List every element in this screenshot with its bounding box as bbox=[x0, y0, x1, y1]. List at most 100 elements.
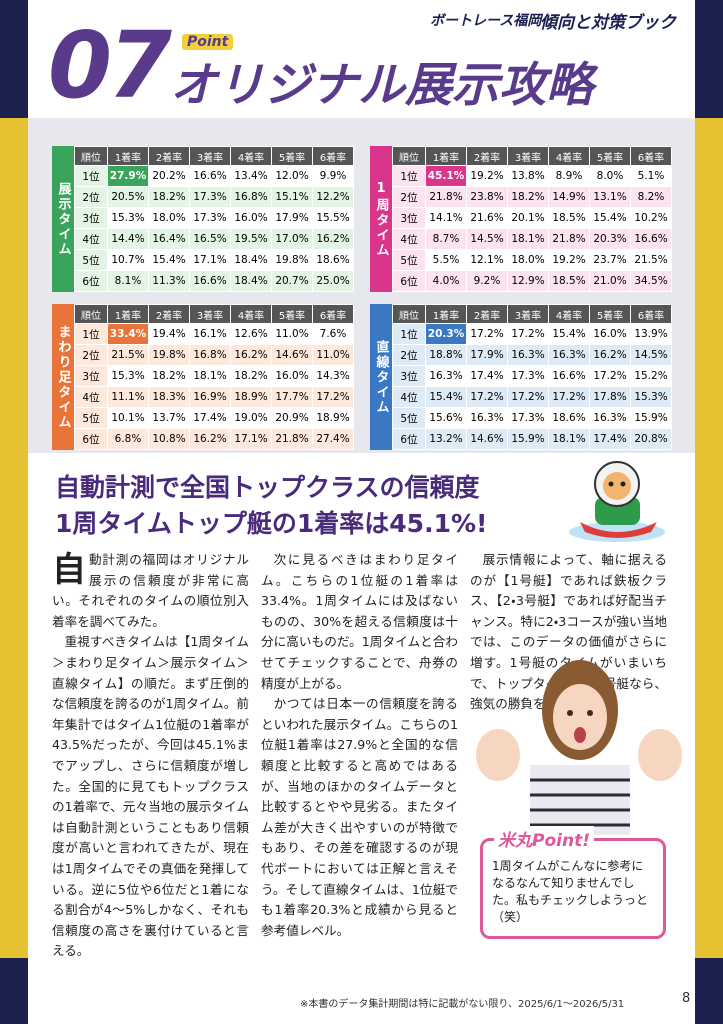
table-cell: 19.8% bbox=[271, 249, 313, 271]
row-header: 2位 bbox=[392, 186, 426, 208]
table-cell: 15.3% bbox=[107, 365, 149, 387]
row-header: 4位 bbox=[392, 386, 426, 408]
row-header: 2位 bbox=[392, 344, 426, 366]
table-cell: 13.4% bbox=[230, 165, 272, 187]
paragraph: かつては日本一の信頼度を誇るといわれた展示タイム。こちらの1位艇1着率は27.9… bbox=[261, 696, 458, 938]
table-cell: 15.2% bbox=[630, 365, 672, 387]
column-header: 順位 bbox=[74, 146, 108, 166]
header-row: 順位 1着率 2着率 3着率 4着率 5着率 6着率 bbox=[392, 146, 672, 166]
table-cell: 15.4% bbox=[548, 323, 590, 345]
table-cell: 5.5% bbox=[425, 249, 467, 271]
table-row: 1位 20.3% 17.2% 17.2% 15.4% 16.0% 13.9% bbox=[392, 323, 672, 345]
table-cell: 12.0% bbox=[271, 165, 313, 187]
table-cell: 16.3% bbox=[589, 407, 631, 429]
table-cell: 16.2% bbox=[589, 344, 631, 366]
table-cell: 21.6% bbox=[466, 207, 508, 229]
table-cell: 21.0% bbox=[589, 270, 631, 292]
column-header: 2着率 bbox=[148, 304, 190, 324]
table-row: 2位 21.5% 19.8% 16.8% 16.2% 14.6% 11.0% bbox=[74, 344, 354, 366]
column-header: 4着率 bbox=[548, 146, 590, 166]
row-header: 6位 bbox=[74, 428, 108, 450]
table-cell: 16.3% bbox=[425, 365, 467, 387]
row-header: 6位 bbox=[392, 428, 426, 450]
table-cell: 16.3% bbox=[466, 407, 508, 429]
table-cell: 20.3% bbox=[589, 228, 631, 250]
headline-line: 自動計測で全国トップクラスの信頼度 bbox=[55, 473, 480, 502]
table-cell: 11.1% bbox=[107, 386, 149, 408]
table-cell: 19.2% bbox=[548, 249, 590, 271]
table-block: まわり足タイム 順位 1着率 2着率 3着率 4着率 5着率 6着率 1位 33.4% 19.4% 1… bbox=[52, 304, 354, 450]
paragraph: 展示情報によって、軸に据えるのが【1号艇】であれば鉄板クラス、【2・3号艇】であ… bbox=[470, 552, 667, 712]
table-cell: 17.3% bbox=[189, 186, 231, 208]
table-label: 直線タイム bbox=[370, 304, 392, 450]
table-label: まわり足タイム bbox=[52, 304, 74, 450]
table-row: 5位 5.5% 12.1% 18.0% 19.2% 23.7% 21.5% bbox=[392, 249, 672, 271]
table-cell: 17.7% bbox=[271, 386, 313, 408]
table-cell: 23.7% bbox=[589, 249, 631, 271]
table-cell: 7.6% bbox=[312, 323, 354, 345]
table-cell: 18.6% bbox=[312, 249, 354, 271]
table-cell: 8.9% bbox=[548, 165, 590, 187]
table-cell: 21.5% bbox=[107, 344, 149, 366]
section-number: 07 bbox=[48, 12, 172, 119]
table-cell: 19.2% bbox=[466, 165, 508, 187]
table-cell: 11.3% bbox=[148, 270, 190, 292]
table-cell: 9.2% bbox=[466, 270, 508, 292]
data-table: 順位 1着率 2着率 3着率 4着率 5着率 6着率 1位 20.3% 17.2% 17.2% 15.… bbox=[392, 304, 672, 450]
table-cell: 16.6% bbox=[189, 270, 231, 292]
page-number: 8 bbox=[682, 991, 691, 1006]
table-cell: 20.8% bbox=[630, 428, 672, 450]
table-cell: 10.8% bbox=[148, 428, 190, 450]
table-cell: 18.5% bbox=[548, 270, 590, 292]
table-cell: 14.1% bbox=[425, 207, 467, 229]
table-cell: 19.8% bbox=[148, 344, 190, 366]
table-cell: 13.1% bbox=[589, 186, 631, 208]
headline-line: 1周タイムトップ艇の1着率は45.1%! bbox=[55, 509, 488, 539]
column-header: 5着率 bbox=[271, 304, 313, 324]
table-cell: 17.0% bbox=[271, 228, 313, 250]
row-header: 5位 bbox=[74, 249, 108, 271]
table-cell: 17.2% bbox=[466, 386, 508, 408]
table-cell: 14.4% bbox=[107, 228, 149, 250]
drop-cap: 自 bbox=[52, 550, 86, 590]
table-row: 2位 20.5% 18.2% 17.3% 16.8% 15.1% 12.2% bbox=[74, 186, 354, 208]
column-header: 6着率 bbox=[312, 146, 354, 166]
table-cell: 4.0% bbox=[425, 270, 467, 292]
table-row: 3位 16.3% 17.4% 17.3% 16.6% 17.2% 15.2% bbox=[392, 365, 672, 387]
paragraph: 自動計測の福岡はオリジナル展示の信頼度が非常に高い。それぞれのタイムの順位別入着… bbox=[52, 550, 249, 632]
table-block: 直線タイム 順位 1着率 2着率 3着率 4着率 5着率 6着率 1位 20.3% 17.2% 17.… bbox=[370, 304, 672, 450]
table-cell: 17.1% bbox=[230, 428, 272, 450]
table-cell: 10.1% bbox=[107, 407, 149, 429]
table-cell: 18.5% bbox=[548, 207, 590, 229]
table-row: 4位 8.7% 14.5% 18.1% 21.8% 20.3% 16.6% bbox=[392, 228, 672, 250]
table-cell: 10.2% bbox=[630, 207, 672, 229]
table-row: 6位 8.1% 11.3% 16.6% 18.4% 20.7% 25.0% bbox=[74, 270, 354, 292]
table-cell: 15.1% bbox=[271, 186, 313, 208]
table-cell: 8.7% bbox=[425, 228, 467, 250]
table-cell: 20.9% bbox=[271, 407, 313, 429]
table-cell: 27.4% bbox=[312, 428, 354, 450]
table-cell: 18.0% bbox=[148, 207, 190, 229]
table-row: 5位 10.1% 13.7% 17.4% 19.0% 20.9% 18.9% bbox=[74, 407, 354, 429]
table-cell: 15.4% bbox=[425, 386, 467, 408]
row-header: 6位 bbox=[74, 270, 108, 292]
table-cell: 21.5% bbox=[630, 249, 672, 271]
column-header: 6着率 bbox=[312, 304, 354, 324]
table-cell: 13.7% bbox=[148, 407, 190, 429]
table-label: 1周タイム bbox=[370, 146, 392, 292]
table-cell: 16.9% bbox=[189, 386, 231, 408]
brand: ボートレース福岡 bbox=[430, 13, 542, 29]
table-row: 1位 45.1% 19.2% 13.8% 8.9% 8.0% 5.1% bbox=[392, 165, 672, 187]
table-cell: 17.2% bbox=[589, 365, 631, 387]
column-header: 4着率 bbox=[230, 304, 272, 324]
table-row: 4位 14.4% 16.4% 16.5% 19.5% 17.0% 16.2% bbox=[74, 228, 354, 250]
side-band bbox=[0, 118, 28, 958]
table-cell: 5.1% bbox=[630, 165, 672, 187]
table-row: 3位 15.3% 18.0% 17.3% 16.0% 17.9% 15.5% bbox=[74, 207, 354, 229]
callout-title: 米丸Point! bbox=[494, 826, 594, 851]
table-cell: 11.0% bbox=[312, 344, 354, 366]
table-cell: 9.9% bbox=[312, 165, 354, 187]
table-cell: 12.1% bbox=[466, 249, 508, 271]
table-cell: 16.3% bbox=[548, 344, 590, 366]
